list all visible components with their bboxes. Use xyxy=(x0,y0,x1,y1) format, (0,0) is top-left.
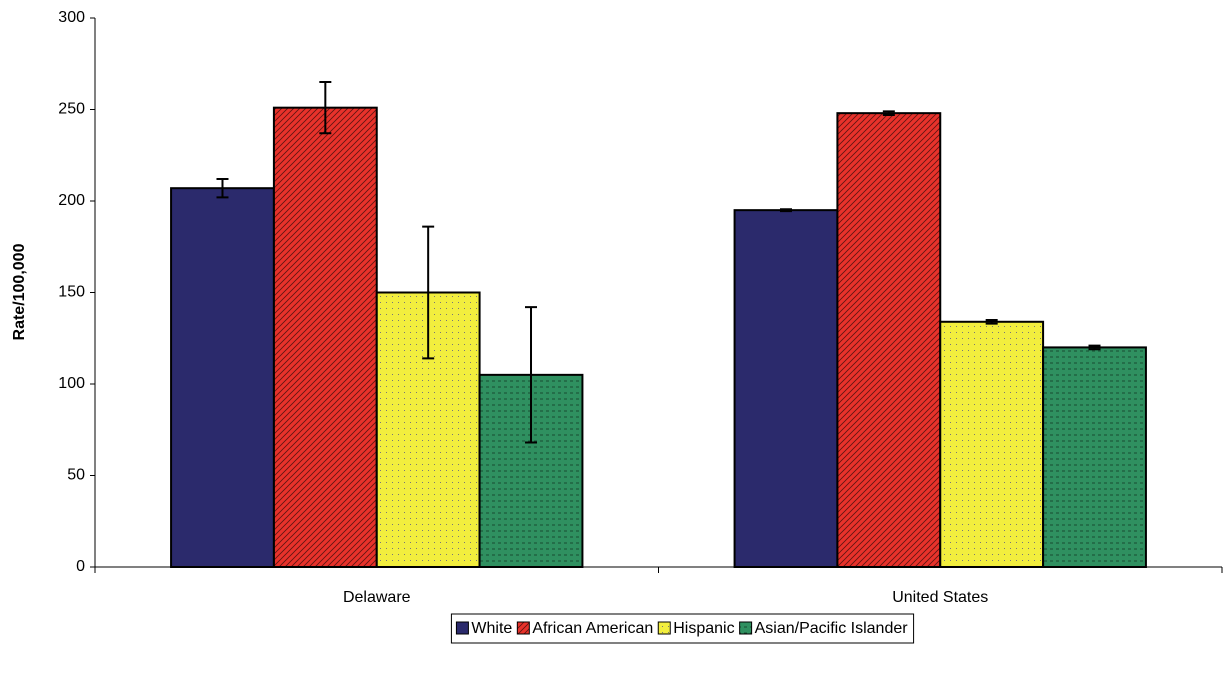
bar xyxy=(170,187,275,568)
error-bar xyxy=(422,225,435,360)
legend-swatch xyxy=(657,621,671,635)
y-tick-label: 100 xyxy=(58,375,85,392)
y-axis-label: Rate/100,000 xyxy=(11,243,28,340)
x-tick-label: United States xyxy=(892,589,988,606)
x-tick-label: Delaware xyxy=(343,589,411,606)
bar xyxy=(733,209,839,568)
error-bar xyxy=(319,81,332,135)
legend-label: Asian/Pacific Islander xyxy=(755,620,909,637)
legend-label: White xyxy=(471,620,512,637)
bar xyxy=(939,320,1045,568)
error-bar xyxy=(779,208,792,213)
y-tick-label: 150 xyxy=(58,284,85,301)
bar xyxy=(1042,346,1147,568)
error-bar xyxy=(985,318,998,325)
y-tick-label: 300 xyxy=(58,9,85,26)
legend: White African American Hispanic Asian/Pacif… xyxy=(450,613,915,644)
y-tick-label: 250 xyxy=(58,101,85,118)
y-tick-label: 0 xyxy=(76,558,85,575)
legend-swatch xyxy=(516,621,530,635)
bar xyxy=(272,106,378,568)
y-tick-label: 50 xyxy=(67,467,85,484)
error-bar xyxy=(1088,344,1101,351)
bar xyxy=(836,112,942,568)
legend-swatch xyxy=(455,621,469,635)
error-bar xyxy=(882,110,895,116)
legend-swatch xyxy=(739,621,753,635)
legend-label: Hispanic xyxy=(673,620,734,637)
legend-label: African American xyxy=(532,620,653,637)
error-bar xyxy=(525,306,538,444)
error-bar xyxy=(216,178,229,199)
y-tick-label: 200 xyxy=(58,192,85,209)
